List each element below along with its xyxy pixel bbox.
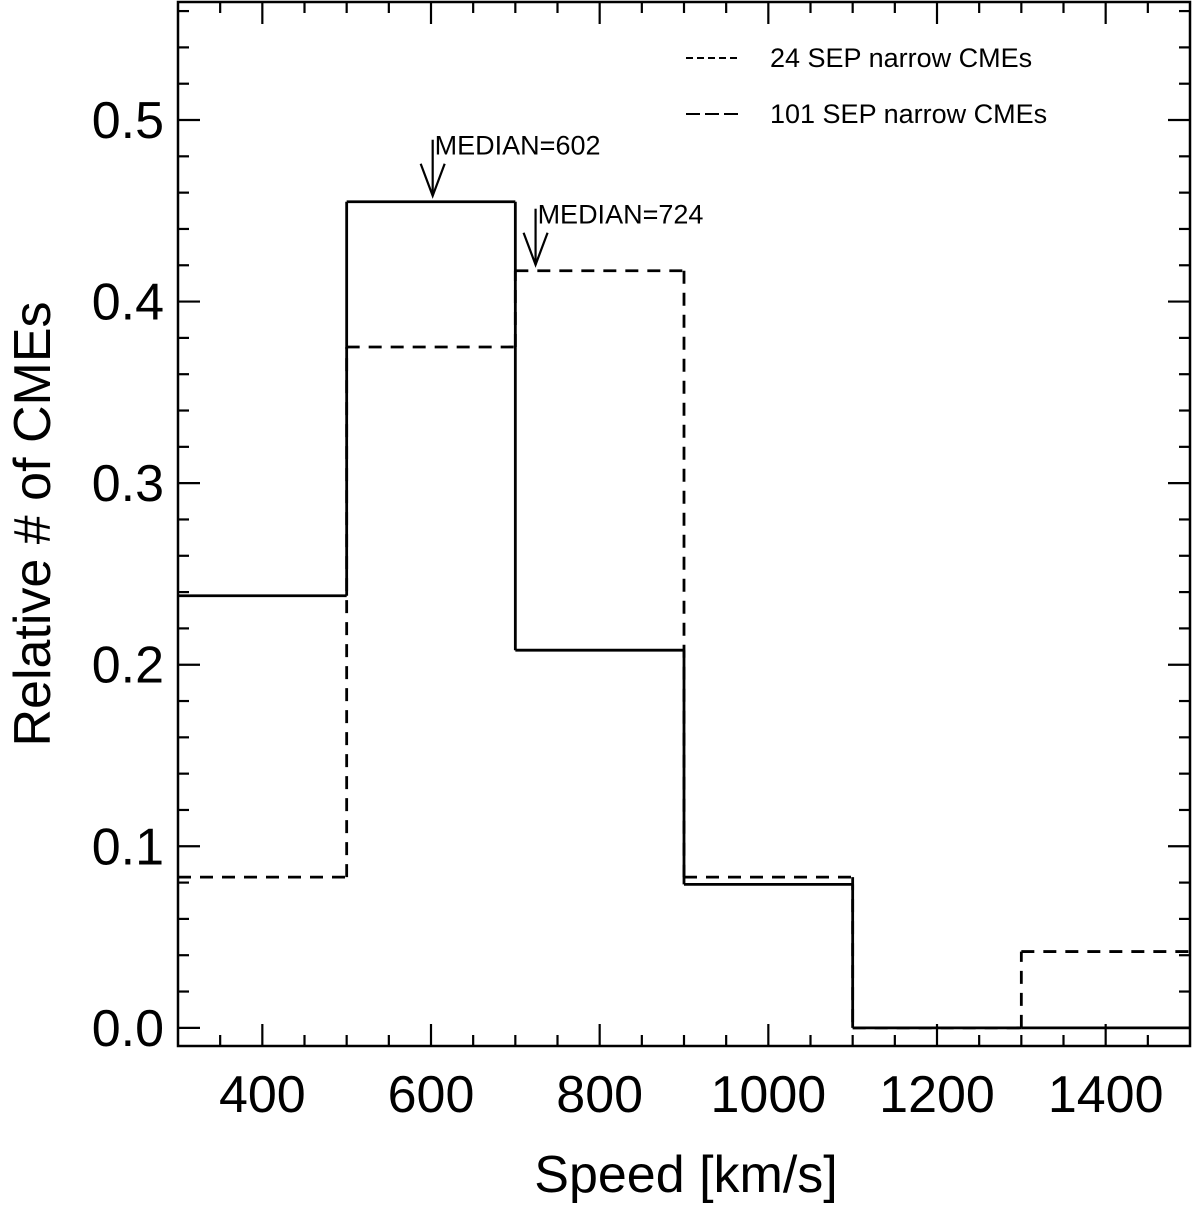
median-label: MEDIAN=602 (435, 131, 601, 161)
legend-entry: 101 SEP narrow CMEs (686, 99, 1047, 129)
legend-entry: 24 SEP narrow CMEs (686, 43, 1032, 73)
x-tick-label: 1000 (710, 1066, 826, 1124)
y-tick-label: 0.1 (92, 818, 164, 876)
legend-label: 101 SEP narrow CMEs (770, 99, 1047, 129)
x-tick-label: 600 (388, 1066, 475, 1124)
legend: 24 SEP narrow CMEs 101 SEP narrow CMEs (686, 43, 1047, 129)
median-label: MEDIAN=724 (538, 200, 704, 230)
median-annotation: MEDIAN=602 (419, 131, 601, 199)
x-tick-label: 1400 (1048, 1066, 1164, 1124)
y-tick-label: 0.0 (92, 1000, 164, 1058)
x-axis-title: Speed [km/s] (534, 1146, 837, 1204)
y-tick-label: 0.4 (92, 274, 164, 332)
legend-label: 24 SEP narrow CMEs (770, 43, 1032, 73)
axis-ticks (178, 2, 1190, 1046)
tick-labels: 400 600 800 1000 1200 1400 0.0 0.1 0.2 0.3 0.4 0.5 (92, 92, 1164, 1124)
x-tick-label: 1200 (879, 1066, 995, 1124)
annotations-layer: MEDIAN=602 MEDIAN=724 (419, 131, 704, 268)
y-tick-label: 0.3 (92, 455, 164, 513)
y-axis-title: Relative # of CMEs (4, 301, 62, 746)
y-tick-label: 0.2 (92, 637, 164, 695)
series-layer (178, 200, 1190, 1030)
arrow-head (419, 163, 446, 199)
median-annotation: MEDIAN=724 (522, 200, 704, 268)
y-tick-label: 0.5 (92, 92, 164, 150)
plot-frame (176, 0, 1192, 1048)
arrow-head (522, 232, 549, 268)
series-2 (178, 200, 1190, 1030)
x-tick-label: 400 (219, 1066, 306, 1124)
x-tick-label: 800 (556, 1066, 643, 1124)
